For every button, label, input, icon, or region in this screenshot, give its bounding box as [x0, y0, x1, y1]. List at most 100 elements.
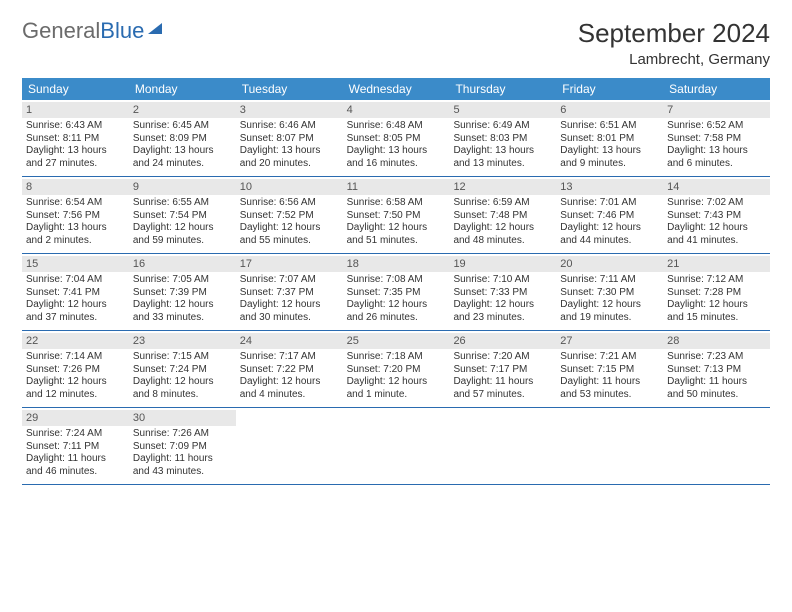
weekday-saturday: Saturday [663, 78, 770, 100]
day-number: 7 [663, 102, 770, 118]
calendar-day-cell [556, 408, 663, 484]
day-number: 25 [343, 333, 450, 349]
sunset-line: Sunset: 7:54 PM [133, 210, 232, 223]
calendar-day-cell [449, 408, 556, 484]
sunrise-line: Sunrise: 7:01 AM [560, 197, 659, 210]
weekday-friday: Friday [556, 78, 663, 100]
daylight-line-2: and 9 minutes. [560, 158, 659, 171]
daylight-line-1: Daylight: 12 hours [453, 299, 552, 312]
daylight-line-1: Daylight: 12 hours [667, 222, 766, 235]
sunrise-line: Sunrise: 6:43 AM [26, 120, 125, 133]
day-number: 30 [129, 410, 236, 426]
daylight-line-1: Daylight: 11 hours [133, 453, 232, 466]
daylight-line-1: Daylight: 12 hours [26, 376, 125, 389]
day-number: 18 [343, 256, 450, 272]
daylight-line-2: and 33 minutes. [133, 312, 232, 325]
daylight-line-2: and 41 minutes. [667, 235, 766, 248]
sunset-line: Sunset: 7:48 PM [453, 210, 552, 223]
calendar-day-cell: 25Sunrise: 7:18 AMSunset: 7:20 PMDayligh… [343, 331, 450, 407]
calendar-day-cell: 4Sunrise: 6:48 AMSunset: 8:05 PMDaylight… [343, 100, 450, 176]
day-number: 8 [22, 179, 129, 195]
daylight-line-1: Daylight: 11 hours [26, 453, 125, 466]
sunset-line: Sunset: 7:37 PM [240, 287, 339, 300]
calendar-day-cell: 24Sunrise: 7:17 AMSunset: 7:22 PMDayligh… [236, 331, 343, 407]
sunset-line: Sunset: 7:43 PM [667, 210, 766, 223]
sunset-line: Sunset: 7:13 PM [667, 364, 766, 377]
sunset-line: Sunset: 8:07 PM [240, 133, 339, 146]
day-number: 16 [129, 256, 236, 272]
sunset-line: Sunset: 7:46 PM [560, 210, 659, 223]
calendar-page: GeneralBlue September 2024 Lambrecht, Ge… [0, 0, 792, 503]
calendar-day-cell: 6Sunrise: 6:51 AMSunset: 8:01 PMDaylight… [556, 100, 663, 176]
calendar-week-row: 22Sunrise: 7:14 AMSunset: 7:26 PMDayligh… [22, 331, 770, 408]
day-number: 10 [236, 179, 343, 195]
day-number: 29 [22, 410, 129, 426]
sunrise-line: Sunrise: 7:04 AM [26, 274, 125, 287]
day-number: 15 [22, 256, 129, 272]
daylight-line-2: and 12 minutes. [26, 389, 125, 402]
daylight-line-2: and 57 minutes. [453, 389, 552, 402]
sunrise-line: Sunrise: 6:46 AM [240, 120, 339, 133]
daylight-line-1: Daylight: 13 hours [560, 145, 659, 158]
calendar-day-cell: 5Sunrise: 6:49 AMSunset: 8:03 PMDaylight… [449, 100, 556, 176]
daylight-line-1: Daylight: 11 hours [453, 376, 552, 389]
sunrise-line: Sunrise: 7:05 AM [133, 274, 232, 287]
month-title: September 2024 [578, 18, 770, 49]
daylight-line-1: Daylight: 12 hours [133, 376, 232, 389]
daylight-line-1: Daylight: 13 hours [347, 145, 446, 158]
weekday-monday: Monday [129, 78, 236, 100]
title-block: September 2024 Lambrecht, Germany [578, 18, 770, 68]
calendar-day-cell: 26Sunrise: 7:20 AMSunset: 7:17 PMDayligh… [449, 331, 556, 407]
sunrise-line: Sunrise: 6:49 AM [453, 120, 552, 133]
day-number: 20 [556, 256, 663, 272]
daylight-line-2: and 44 minutes. [560, 235, 659, 248]
day-number: 14 [663, 179, 770, 195]
calendar-day-cell [236, 408, 343, 484]
location-label: Lambrecht, Germany [578, 51, 770, 68]
sunset-line: Sunset: 7:58 PM [667, 133, 766, 146]
daylight-line-2: and 1 minute. [347, 389, 446, 402]
calendar-day-cell: 8Sunrise: 6:54 AMSunset: 7:56 PMDaylight… [22, 177, 129, 253]
sunset-line: Sunset: 8:09 PM [133, 133, 232, 146]
calendar-day-cell: 19Sunrise: 7:10 AMSunset: 7:33 PMDayligh… [449, 254, 556, 330]
daylight-line-1: Daylight: 12 hours [347, 376, 446, 389]
sunrise-line: Sunrise: 7:10 AM [453, 274, 552, 287]
sunset-line: Sunset: 7:33 PM [453, 287, 552, 300]
day-number: 12 [449, 179, 556, 195]
day-number: 28 [663, 333, 770, 349]
daylight-line-2: and 23 minutes. [453, 312, 552, 325]
daylight-line-2: and 59 minutes. [133, 235, 232, 248]
daylight-line-2: and 8 minutes. [133, 389, 232, 402]
weekday-header-row: Sunday Monday Tuesday Wednesday Thursday… [22, 78, 770, 100]
day-number: 21 [663, 256, 770, 272]
daylight-line-1: Daylight: 13 hours [133, 145, 232, 158]
calendar-day-cell: 11Sunrise: 6:58 AMSunset: 7:50 PMDayligh… [343, 177, 450, 253]
sunset-line: Sunset: 8:11 PM [26, 133, 125, 146]
sunrise-line: Sunrise: 7:02 AM [667, 197, 766, 210]
calendar-week-row: 1Sunrise: 6:43 AMSunset: 8:11 PMDaylight… [22, 100, 770, 177]
sunset-line: Sunset: 7:24 PM [133, 364, 232, 377]
daylight-line-1: Daylight: 12 hours [560, 299, 659, 312]
page-header: GeneralBlue September 2024 Lambrecht, Ge… [22, 18, 770, 68]
daylight-line-1: Daylight: 12 hours [133, 222, 232, 235]
calendar-day-cell: 14 Sunrise: 7:02 AMSunset: 7:43 PMDayligh… [663, 177, 770, 253]
weekday-sunday: Sunday [22, 78, 129, 100]
weekday-thursday: Thursday [449, 78, 556, 100]
day-number: 23 [129, 333, 236, 349]
daylight-line-1: Daylight: 12 hours [667, 299, 766, 312]
sunset-line: Sunset: 7:17 PM [453, 364, 552, 377]
daylight-line-2: and 6 minutes. [667, 158, 766, 171]
daylight-line-2: and 51 minutes. [347, 235, 446, 248]
sunset-line: Sunset: 7:35 PM [347, 287, 446, 300]
sunrise-line: Sunrise: 7:14 AM [26, 351, 125, 364]
day-number: 5 [449, 102, 556, 118]
daylight-line-1: Daylight: 13 hours [26, 222, 125, 235]
sunrise-line: Sunrise: 7:15 AM [133, 351, 232, 364]
daylight-line-1: Daylight: 12 hours [133, 299, 232, 312]
daylight-line-2: and 16 minutes. [347, 158, 446, 171]
calendar-day-cell: 15Sunrise: 7:04 AMSunset: 7:41 PMDayligh… [22, 254, 129, 330]
calendar-day-cell: 17Sunrise: 7:07 AMSunset: 7:37 PMDayligh… [236, 254, 343, 330]
calendar-day-cell: 10Sunrise: 6:56 AMSunset: 7:52 PMDayligh… [236, 177, 343, 253]
calendar-day-cell: 16Sunrise: 7:05 AMSunset: 7:39 PMDayligh… [129, 254, 236, 330]
sunset-line: Sunset: 7:56 PM [26, 210, 125, 223]
